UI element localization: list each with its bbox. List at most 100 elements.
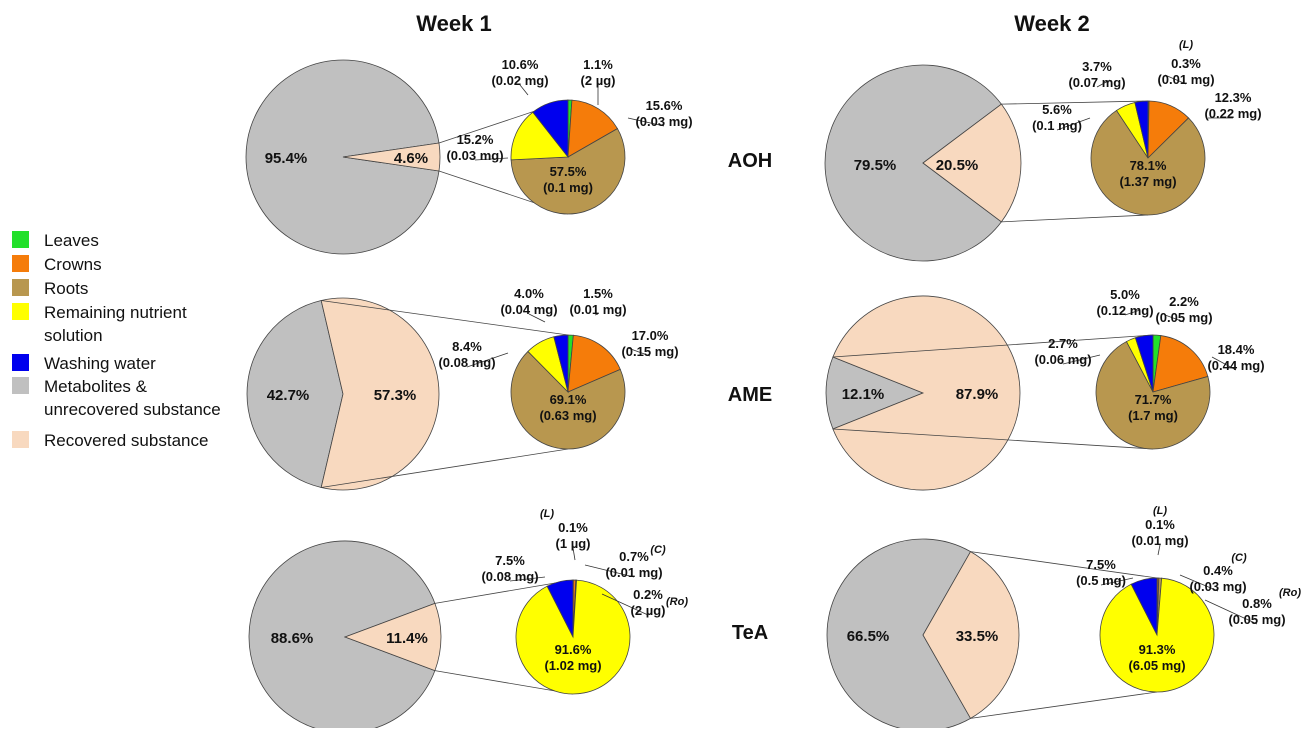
pie-panels: 95.4%4.6%1.1%(2 µg)15.6%(0.03 mg)57.5%(0… [246, 39, 1301, 728]
data-label-remaining: 91.6% [555, 642, 592, 657]
data-label-roots: 69.1% [550, 392, 587, 407]
data-label-leaves: (0.01 mg) [1131, 533, 1188, 548]
panel-ame-week-1: 42.7% 57.3% 1.5%(0.01 mg) 17.0%(0.15 mg) 69.… [247, 286, 679, 490]
data-label-washing: (0.12 mg) [1096, 303, 1153, 318]
data-label-crowns: (0.22 mg) [1204, 106, 1261, 121]
legend-label-leaves: Leaves [44, 231, 99, 250]
data-label-recovered: 20.5% [936, 157, 979, 174]
data-note-leaves: (L) [1153, 505, 1167, 517]
data-label-roots: 78.1% [1130, 158, 1167, 173]
data-note-leaves: (L) [1179, 39, 1193, 51]
data-label-leaves: 0.1% [558, 520, 588, 535]
data-label-remaining: 8.4% [452, 339, 482, 354]
legend-label-washing: Washing water [44, 354, 156, 373]
data-label-crowns: (0.03 mg) [635, 114, 692, 129]
data-label-leaves: (2 µg) [581, 73, 616, 88]
data-label-metabolites: 66.5% [847, 628, 890, 645]
data-label-washing: 4.0% [514, 286, 544, 301]
legend-swatch-leaves [12, 231, 29, 248]
data-label-crowns: (0.15 mg) [621, 344, 678, 359]
data-label-leaves: 1.5% [583, 286, 613, 301]
data-label-metabolites: 88.6% [271, 630, 314, 647]
legend-swatch-crowns [12, 255, 29, 272]
connector-line-bottom [1001, 215, 1148, 222]
data-label-remaining: (0.1 mg) [1032, 118, 1082, 133]
data-label-remaining: (0.03 mg) [446, 148, 503, 163]
data-label-metabolites: 12.1% [842, 386, 885, 403]
legend-label-crowns: Crowns [44, 255, 102, 274]
data-label-crowns: 12.3% [1215, 90, 1252, 105]
data-note-roots: (Ro) [1279, 587, 1301, 599]
data-label-remaining: 2.7% [1048, 336, 1078, 351]
data-label-washing: 7.5% [1086, 557, 1116, 572]
legend-swatch-roots [12, 279, 29, 296]
legend-label-metabolites: Metabolites & [44, 377, 148, 396]
column-title-week-1: Week 1 [416, 11, 491, 36]
data-label-remaining: (0.06 mg) [1034, 352, 1091, 367]
data-label-leaves: (0.01 mg) [1157, 72, 1214, 87]
panel-aoh-week-2: 79.5% 20.5% 0.3%(0.01 mg) (L) 12.3%(0.22 mg)… [825, 39, 1262, 261]
panel-aoh-week-1: 95.4%4.6%1.1%(2 µg)15.6%(0.03 mg)57.5%(0… [246, 57, 693, 254]
data-label-roots: 0.2% [633, 587, 663, 602]
legend-swatch-recovered [12, 431, 29, 448]
data-note-crowns: (C) [650, 544, 666, 556]
data-label-leaves: 0.3% [1171, 56, 1201, 71]
data-label-roots: (1.37 mg) [1119, 174, 1176, 189]
data-label-crowns: 17.0% [632, 328, 669, 343]
data-label-remaining: 91.3% [1139, 642, 1176, 657]
legend-swatch-washing [12, 354, 29, 371]
data-label-washing: 7.5% [495, 553, 525, 568]
data-label-crowns: (0.03 mg) [1189, 579, 1246, 594]
data-label-roots: (2 µg) [631, 603, 666, 618]
legend-label-recovered: Recovered substance [44, 431, 208, 450]
legend-label-metabolites: unrecovered substance [44, 400, 221, 419]
connector-line-bottom [971, 692, 1157, 718]
legend-label-remaining: solution [44, 326, 103, 345]
data-label-leaves: 0.1% [1145, 517, 1175, 532]
data-label-leaves: (0.01 mg) [569, 302, 626, 317]
data-label-recovered: 33.5% [956, 628, 999, 645]
data-note-leaves: (L) [540, 508, 554, 520]
data-label-washing: (0.5 mg) [1076, 573, 1126, 588]
data-label-metabolites: 42.7% [267, 387, 310, 404]
data-label-crowns: 0.7% [619, 549, 649, 564]
legend-label-roots: Roots [44, 279, 88, 298]
data-label-leaves: (0.05 mg) [1155, 310, 1212, 325]
data-label-washing: 3.7% [1082, 59, 1112, 74]
data-label-roots: 0.8% [1242, 596, 1272, 611]
data-label-leaves: 2.2% [1169, 294, 1199, 309]
data-label-crowns: 18.4% [1218, 342, 1255, 357]
data-label-roots: (1.7 mg) [1128, 408, 1178, 423]
data-label-leaves: 1.1% [583, 57, 613, 72]
data-label-washing: (0.04 mg) [500, 302, 557, 317]
connector-line-top [971, 552, 1157, 578]
data-label-remaining: 5.6% [1042, 102, 1072, 117]
row-title-ame: AME [728, 384, 772, 406]
data-label-washing: 10.6% [502, 57, 539, 72]
data-label-remaining: (1.02 mg) [544, 658, 601, 673]
data-label-roots: 71.7% [1135, 392, 1172, 407]
data-label-washing: (0.08 mg) [481, 569, 538, 584]
data-label-roots: (0.63 mg) [539, 408, 596, 423]
data-label-crowns: 15.6% [646, 98, 683, 113]
data-label-remaining: 15.2% [457, 132, 494, 147]
data-label-roots: (0.05 mg) [1228, 612, 1285, 627]
data-label-recovered: 4.6% [394, 150, 428, 167]
data-label-recovered: 87.9% [956, 386, 999, 403]
row-title-tea: TeA [732, 622, 768, 644]
legend-label-remaining: Remaining nutrient [44, 303, 187, 322]
data-label-crowns: 0.4% [1203, 563, 1233, 578]
data-label-remaining: (0.08 mg) [438, 355, 495, 370]
data-label-remaining: (6.05 mg) [1128, 658, 1185, 673]
data-label-recovered: 57.3% [374, 387, 417, 404]
row-title-aoh: AOH [728, 150, 772, 172]
data-label-recovered: 11.4% [386, 630, 428, 647]
legend: Leaves Crowns Roots Remaining nutrient solut… [12, 231, 221, 450]
panel-tea-week-2: 66.5% 33.5% 0.1%(0.01 mg) (L) 0.4%(0.03 mg) (… [827, 505, 1301, 728]
data-label-leaves: (1 µg) [556, 536, 591, 551]
data-label-roots: (0.1 mg) [543, 180, 593, 195]
data-label-washing: (0.02 mg) [491, 73, 548, 88]
data-label-metabolites: 79.5% [854, 157, 897, 174]
